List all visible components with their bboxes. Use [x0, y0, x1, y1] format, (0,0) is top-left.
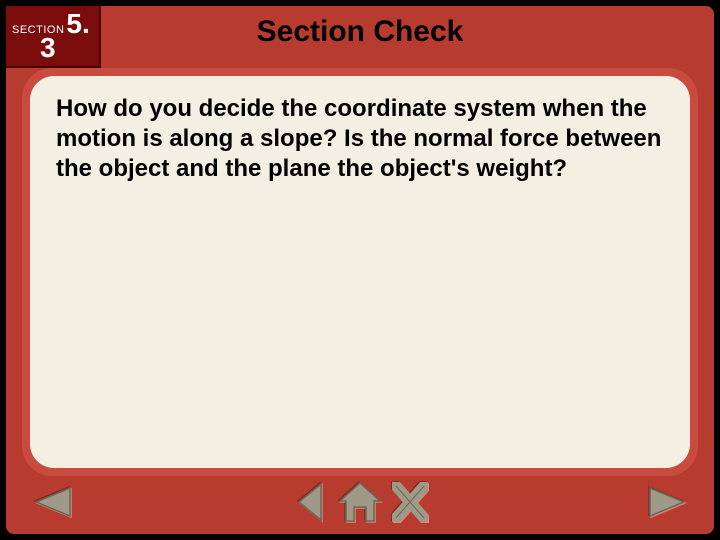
close-button[interactable] — [387, 480, 433, 524]
next-button[interactable] — [646, 480, 692, 524]
slide-frame: SECTION 5. 3 Section Check How do you de… — [6, 6, 714, 534]
back-button[interactable] — [287, 480, 333, 524]
home-icon — [336, 481, 384, 523]
nav-center — [287, 480, 433, 524]
close-icon — [392, 482, 428, 522]
header: SECTION 5. 3 Section Check — [6, 6, 714, 68]
home-button[interactable] — [333, 480, 387, 524]
page-title: Section Check — [6, 6, 714, 58]
prev-button[interactable] — [28, 480, 74, 524]
question-text: How do you decide the coordinate system … — [56, 94, 664, 184]
content-panel: How do you decide the coordinate system … — [22, 68, 698, 476]
content-inner: How do you decide the coordinate system … — [30, 76, 690, 468]
arrow-left-icon — [30, 484, 72, 520]
nav-bar — [6, 476, 714, 528]
arrow-right-icon — [648, 484, 690, 520]
chevron-left-icon — [295, 482, 325, 522]
